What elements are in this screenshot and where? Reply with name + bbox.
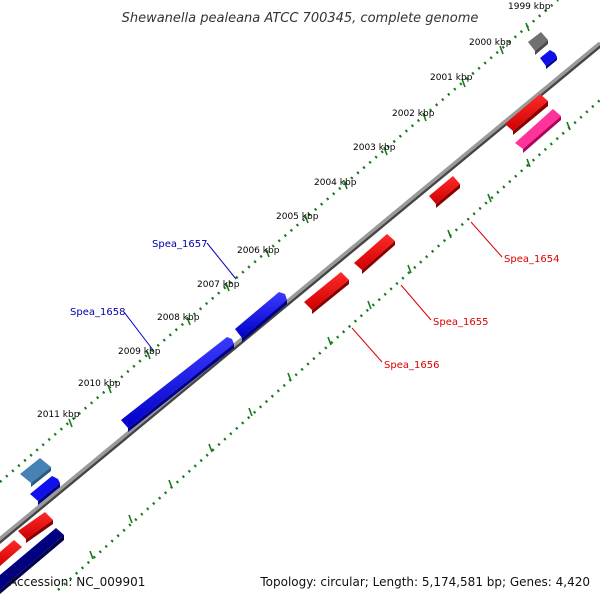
tick-labels: 1999 kbp 2000 kbp 2001 kbp 2002 kbp 2003… [37,2,551,420]
map-title: Shewanella pealeana ATCC 700345, complet… [122,11,479,26]
gene-feature[interactable] [26,520,53,543]
gene-feature[interactable] [546,57,557,69]
tick-label: 1999 kbp [508,2,551,12]
forward-genes [20,32,557,505]
gene-feature[interactable] [362,241,395,274]
gene-feature[interactable] [31,467,51,487]
gene-feature[interactable] [354,234,395,270]
label-leaders [123,221,503,363]
forward-major-ticks [68,22,530,428]
tick-label: 2011 kbp [37,410,80,420]
forward-tick-track [0,0,559,483]
leader-spea-1655 [400,284,432,321]
leader-spea-1658 [123,311,154,351]
gene-feature[interactable] [30,476,60,501]
leader-spea-1656 [351,327,383,363]
genome-backbone [0,41,600,541]
gene-feature[interactable] [312,280,349,314]
gene-feature[interactable] [128,344,234,432]
gene-feature[interactable] [505,94,548,131]
leader-spea-1654 [470,221,503,258]
gene-feature[interactable] [528,32,548,51]
leader-spea-1657 [206,242,237,280]
genome-summary-text: Topology: circular; Length: 5,174,581 bp… [259,575,590,589]
gene-feature[interactable] [429,176,460,204]
accession-text: Accession: NC_009901 [9,575,145,589]
gene-feature[interactable] [242,300,287,342]
gene-label-spea-1658[interactable]: Spea_1658 [70,307,125,318]
gene-feature[interactable] [20,458,51,483]
gene-feature[interactable] [0,540,22,566]
tick-label: 2000 kbp [469,38,512,48]
tick-label: 2003 kbp [353,143,396,153]
tick-label: 2007 kbp [197,280,240,290]
tick-label: 2009 kbp [118,347,161,357]
gene-feature[interactable] [523,116,561,153]
tick-label: 2001 kbp [430,73,473,83]
gene-feature[interactable] [540,50,557,66]
gene-feature[interactable] [515,109,561,149]
gene-feature[interactable] [304,272,349,310]
gene-labels: Spea_1657 Spea_1658 Spea_1654 Spea_1655 … [70,239,559,371]
gene-label-spea-1655[interactable]: Spea_1655 [433,317,488,328]
gene-feature[interactable] [235,292,287,338]
tick-label: 2002 kbp [392,109,435,119]
reverse-tick-track [57,99,600,591]
gene-feature[interactable] [121,337,234,428]
reverse-genes [0,94,561,594]
reverse-major-ticks [89,121,571,560]
gene-feature[interactable] [38,483,60,505]
tick-label: 2005 kbp [276,212,319,222]
gene-label-spea-1656[interactable]: Spea_1656 [384,360,439,371]
tick-label: 2006 kbp [237,246,280,256]
gene-feature[interactable] [436,184,460,208]
gene-feature[interactable] [513,101,548,135]
gene-feature[interactable] [18,512,53,539]
tick-label: 2008 kbp [157,313,200,323]
tick-label: 2004 kbp [314,178,357,188]
gene-feature[interactable] [0,528,64,590]
gene-feature[interactable] [0,535,64,594]
gene-label-spea-1654[interactable]: Spea_1654 [504,254,559,265]
gene-feature[interactable] [535,40,548,55]
gene-label-spea-1657[interactable]: Spea_1657 [152,239,207,250]
tick-label: 2010 kbp [78,379,121,389]
